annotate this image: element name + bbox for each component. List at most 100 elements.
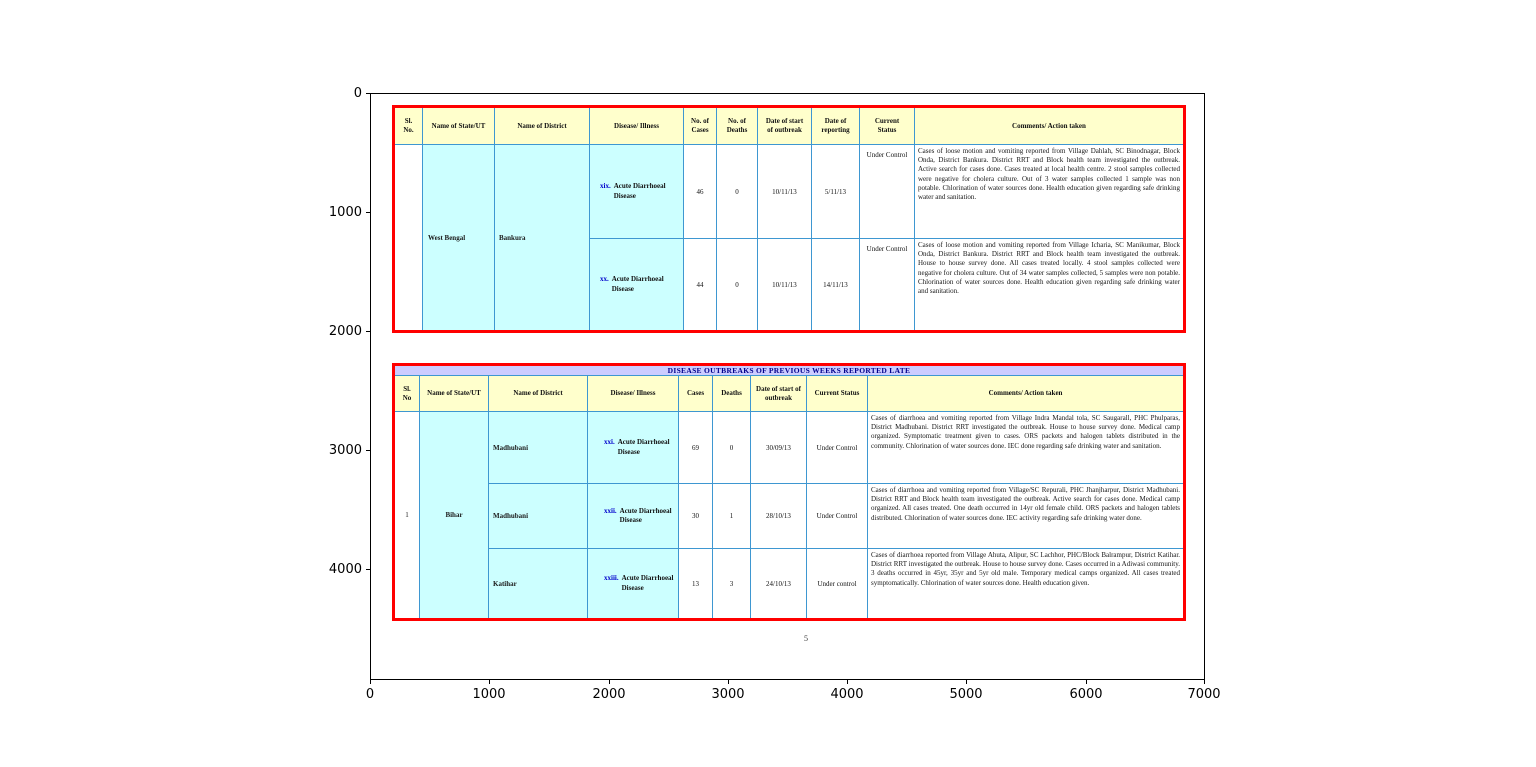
cell-status: Under control (806, 548, 868, 620)
cell-status: Under Control (806, 483, 868, 549)
cell-start-date: 28/10/13 (750, 483, 807, 549)
cell-state: Bihar (419, 411, 489, 620)
outbreak-table-current: Sl. No. Name of State/UT Name of Distric… (392, 105, 1186, 333)
x-tick-mark (1086, 680, 1087, 684)
x-tick-mark (966, 680, 967, 684)
cell-cases: 13 (678, 548, 713, 620)
column-header-sl-no: Sl. No. (393, 106, 423, 145)
disease-name: Acute Diarrhoeal Disease (613, 182, 666, 200)
column-header-comments: Comments/ Action taken (866, 375, 1186, 412)
column-header-reporting-date: Date of reporting (811, 106, 860, 145)
column-header-district: Name of District (494, 106, 590, 145)
y-tick-mark (366, 93, 370, 94)
column-header-comments: Comments/ Action taken (914, 106, 1185, 145)
x-tick-label: 7000 (1187, 687, 1221, 702)
cell-status: Under Control (859, 238, 915, 332)
cell-deaths: 0 (716, 144, 758, 239)
column-header-deaths: Deaths (712, 375, 751, 412)
y-tick-mark (366, 569, 370, 570)
x-tick-mark (489, 680, 490, 684)
y-tick-label: 4000 (328, 562, 362, 577)
y-tick-label: 3000 (328, 443, 362, 458)
table-row: Katihar xxiii. Acute Diarrhoeal Disease … (394, 548, 1186, 620)
cell-disease: xx. Acute Diarrhoeal Disease (589, 238, 684, 332)
column-header-disease: Disease/ Illness (589, 106, 684, 145)
cell-sl-no: 1 (393, 411, 420, 620)
cell-status: Under Control (859, 144, 915, 239)
cell-district: Madhubani (488, 411, 588, 484)
page-number: 5 (804, 634, 808, 643)
cell-disease: xxi. Acute Diarrhoeal Disease (587, 411, 679, 484)
cell-start-date: 10/11/13 (757, 144, 812, 239)
cell-deaths: 1 (712, 483, 751, 549)
table-row: Madhubani xxii. Acute Diarrhoeal Disease… (394, 483, 1186, 549)
cell-comments: Cases of loose motion and vomiting repor… (914, 144, 1185, 239)
x-tick-label: 2000 (592, 687, 626, 702)
disease-name: Acute Diarrhoeal Disease (619, 506, 672, 524)
cell-sl-no (393, 144, 423, 332)
cell-comments: Cases of loose motion and vomiting repor… (914, 238, 1185, 332)
column-header-district: Name of District (488, 375, 588, 412)
cell-disease: xxiii. Acute Diarrhoeal Disease (587, 548, 679, 620)
header-row: Sl. No Name of State/UT Name of District… (393, 375, 1186, 412)
cell-district: Madhubani (488, 483, 588, 549)
cell-state: West Bengal (422, 144, 495, 332)
cell-cases: 30 (678, 483, 713, 549)
x-tick-label: 6000 (1069, 687, 1103, 702)
x-tick-label: 4000 (830, 687, 864, 702)
x-tick-mark (370, 680, 371, 684)
x-tick-label: 1000 (472, 687, 506, 702)
disease-marker: xxiii. (604, 574, 619, 583)
y-tick-mark (366, 331, 370, 332)
column-header-start-date: Date of start of outbreak (757, 106, 812, 145)
cell-reporting-date: 5/11/13 (811, 144, 860, 239)
cell-start-date: 10/11/13 (757, 238, 812, 332)
cell-disease: xix. Acute Diarrhoeal Disease (589, 144, 684, 239)
x-tick-label: 5000 (949, 687, 983, 702)
disease-name: Acute Diarrhoeal Disease (617, 438, 670, 456)
cell-start-date: 24/10/13 (750, 548, 807, 620)
column-header-state: Name of State/UT (419, 375, 489, 412)
cell-comments: Cases of diarrhoea and vomiting reported… (866, 483, 1186, 549)
cell-deaths: 0 (716, 238, 758, 332)
table-title-row: DISEASE OUTBREAKS OF PREVIOUS WEEKS REPO… (392, 364, 1186, 376)
y-tick-label: 2000 (328, 324, 362, 339)
cell-reporting-date: 14/11/13 (811, 238, 860, 332)
y-tick-label: 1000 (328, 205, 362, 220)
cell-cases: 46 (683, 144, 717, 239)
x-tick-mark (1204, 680, 1205, 684)
cell-cases: 44 (683, 238, 717, 332)
disease-name: Acute Diarrhoeal Disease (621, 574, 674, 592)
cell-deaths: 0 (712, 411, 751, 484)
disease-name: Acute Diarrhoeal Disease (611, 275, 664, 293)
cell-district: Katihar (488, 548, 588, 620)
column-header-cases: Cases (678, 375, 713, 412)
y-tick-mark (366, 450, 370, 451)
disease-marker: xix. (600, 182, 611, 191)
y-tick-label: 0 (353, 86, 362, 101)
column-header-sl-no: Sl. No (393, 375, 420, 412)
disease-marker: xx. (600, 275, 609, 284)
cell-deaths: 3 (712, 548, 751, 620)
cell-district: Bankura (494, 144, 590, 332)
column-header-status: Current Status (859, 106, 915, 145)
x-tick-mark (847, 680, 848, 684)
outbreak-table-late: DISEASE OUTBREAKS OF PREVIOUS WEEKS REPO… (392, 363, 1187, 621)
disease-marker: xxi. (604, 438, 615, 447)
disease-marker: xxii. (604, 506, 617, 515)
cell-comments: Cases of diarrhoea reported from Village… (866, 548, 1186, 620)
x-tick-label: 3000 (711, 687, 745, 702)
table-title: DISEASE OUTBREAKS OF PREVIOUS WEEKS REPO… (392, 364, 1186, 376)
y-tick-mark (366, 212, 370, 213)
column-header-deaths: No. of Deaths (716, 106, 758, 145)
table-row: 1 Bihar Madhubani xxi. Acute Diarrhoeal … (393, 411, 1186, 620)
cell-disease: xxii. Acute Diarrhoeal Disease (587, 483, 679, 549)
column-header-cases: No. of Cases (683, 106, 717, 145)
x-tick-mark (728, 680, 729, 684)
column-header-disease: Disease/ Illness (587, 375, 679, 412)
column-header-start-date: Date of start of outbreak (750, 375, 807, 412)
x-tick-mark (609, 680, 610, 684)
table-row: West Bengal Bankura xix. Acute Diarrhoea… (393, 144, 1185, 332)
column-header-status: Current Status (806, 375, 868, 412)
header-row: Sl. No. Name of State/UT Name of Distric… (393, 106, 1185, 145)
